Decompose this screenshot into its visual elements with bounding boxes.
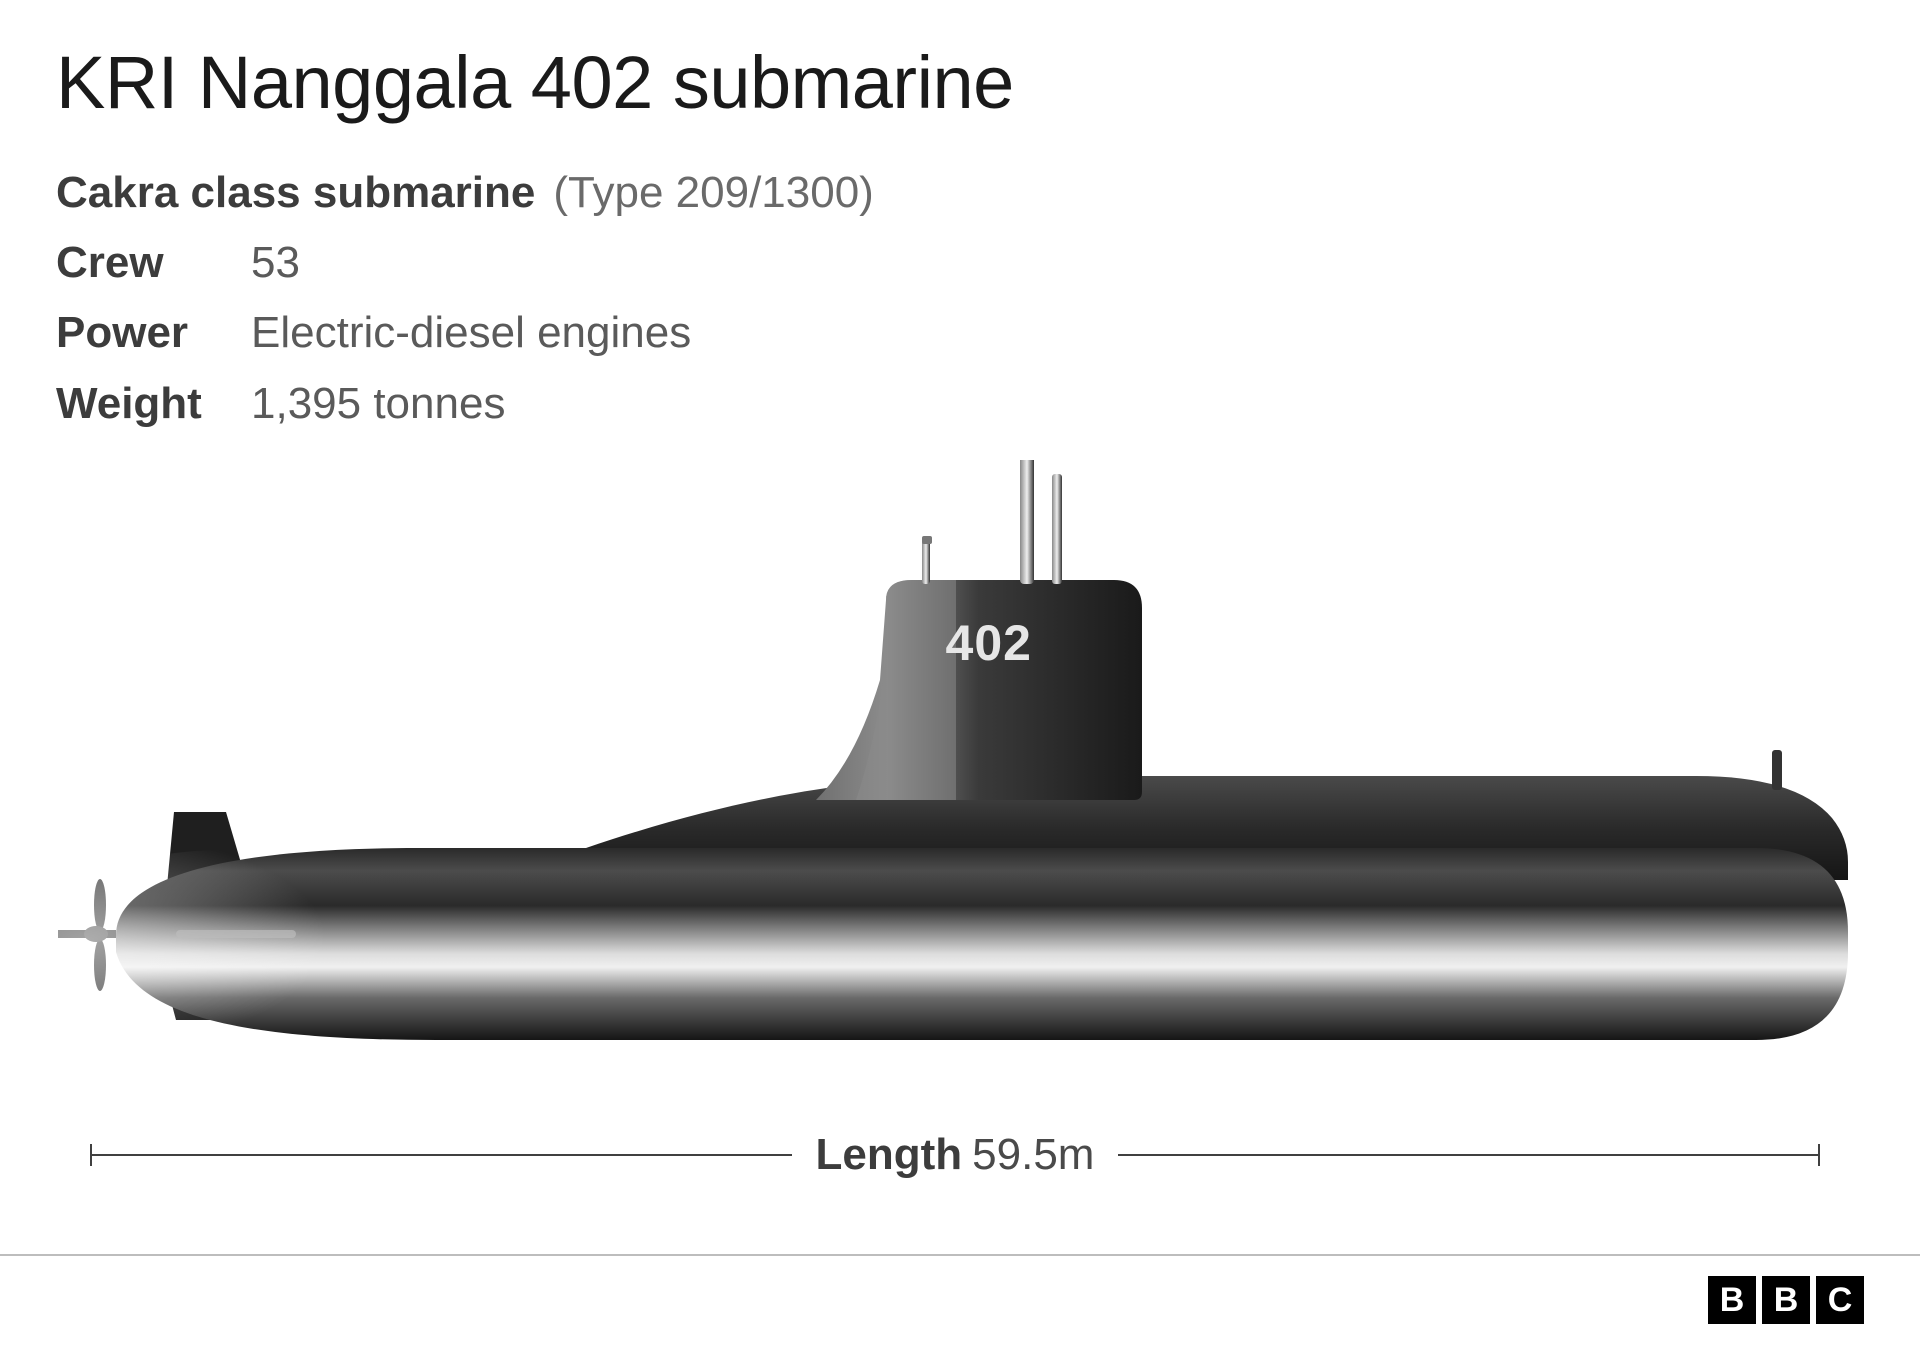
length-indicator: Length59.5m <box>90 1130 1820 1180</box>
spec-label: Weight <box>56 370 251 438</box>
bbc-block: B <box>1708 1276 1756 1324</box>
bow-opening <box>176 930 296 938</box>
length-line-right <box>1118 1154 1820 1156</box>
page-title: KRI Nanggala 402 submarine <box>56 40 1864 125</box>
spec-value: 53 <box>251 229 300 297</box>
spec-label: Cakra class submarine <box>56 159 535 227</box>
bbc-block: B <box>1762 1276 1810 1324</box>
bbc-logo: B B C <box>1708 1276 1864 1324</box>
spec-label: Crew <box>56 229 251 297</box>
spec-row-crew: Crew 53 <box>56 229 1864 297</box>
spec-value: 1,395 tonnes <box>251 370 505 438</box>
spec-label: Power <box>56 299 251 367</box>
spec-value: Electric-diesel engines <box>251 299 691 367</box>
footer: B B C <box>0 1254 1920 1350</box>
hull-number: 402 <box>946 614 1032 672</box>
length-label: Length59.5m <box>816 1130 1095 1180</box>
spec-row-weight: Weight 1,395 tonnes <box>56 370 1864 438</box>
spec-value: (Type 209/1300) <box>553 159 873 227</box>
spec-row-class: Cakra class submarine (Type 209/1300) <box>56 159 1864 227</box>
submarine-diagram: 402 <box>56 460 1864 1100</box>
spec-row-power: Power Electric-diesel engines <box>56 299 1864 367</box>
spec-list: Cakra class submarine (Type 209/1300) Cr… <box>56 159 1864 438</box>
aft-mast <box>1772 750 1782 790</box>
length-line-left <box>90 1154 792 1156</box>
periscope-masts <box>922 460 1062 584</box>
bbc-block: C <box>1816 1276 1864 1324</box>
